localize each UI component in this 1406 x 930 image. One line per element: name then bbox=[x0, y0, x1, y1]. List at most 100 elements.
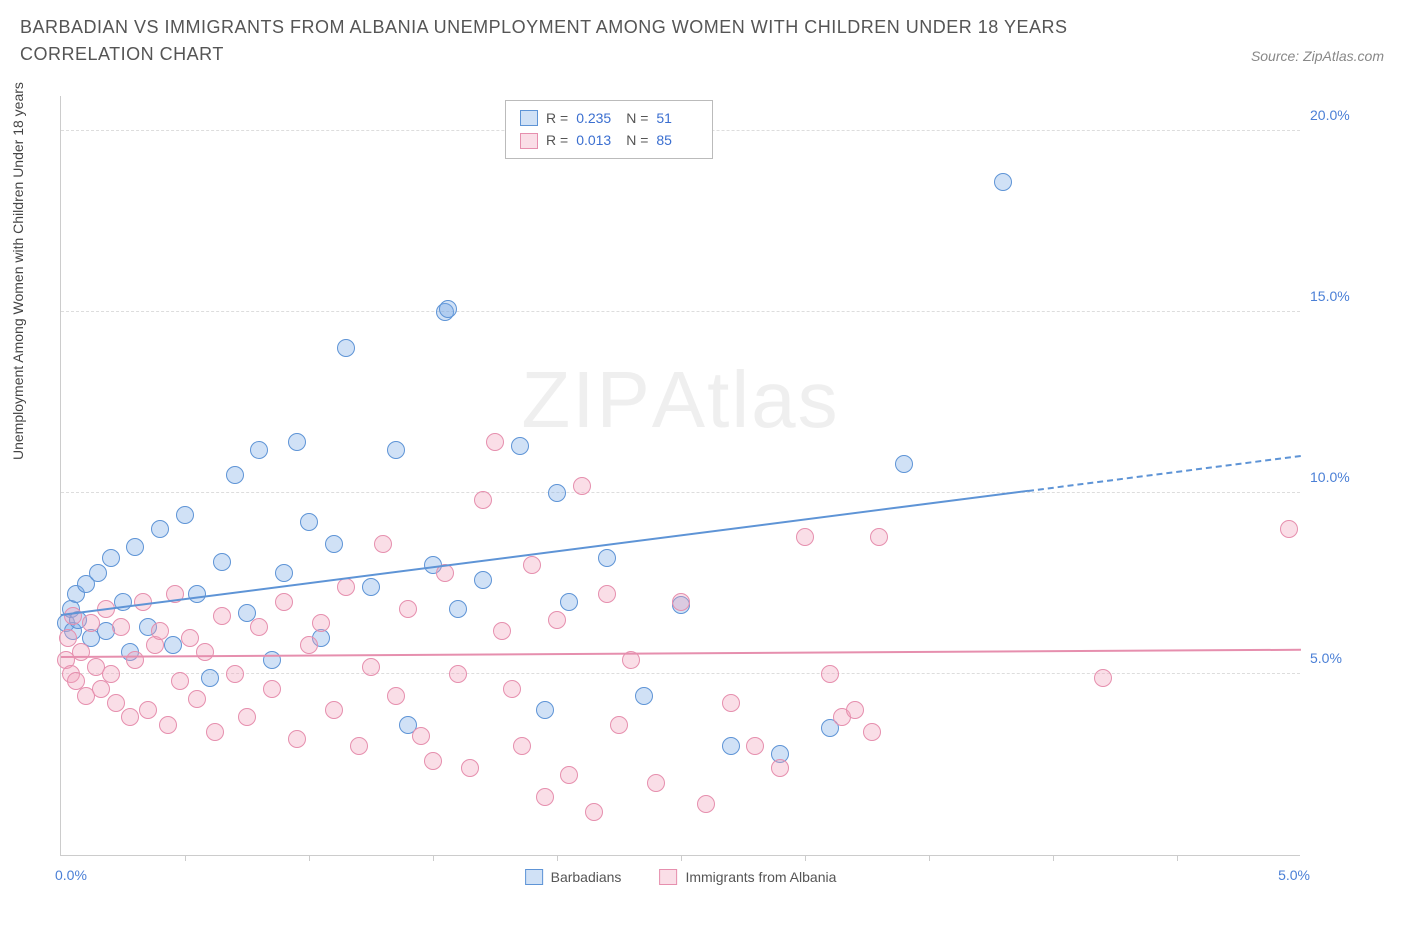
y-tick-label: 5.0% bbox=[1310, 650, 1360, 666]
data-point-barbadians bbox=[89, 564, 107, 582]
stats-row-albania: R = 0.013 N = 85 bbox=[520, 129, 698, 151]
stats-n-value-barbadians: 51 bbox=[656, 107, 698, 129]
gridline bbox=[61, 492, 1300, 493]
data-point-albania bbox=[503, 680, 521, 698]
data-point-albania bbox=[300, 636, 318, 654]
data-point-albania bbox=[870, 528, 888, 546]
data-point-barbadians bbox=[126, 538, 144, 556]
y-tick-label: 20.0% bbox=[1310, 107, 1360, 123]
data-point-albania bbox=[181, 629, 199, 647]
data-point-albania bbox=[486, 433, 504, 451]
y-axis-label: Unemployment Among Women with Children U… bbox=[10, 82, 26, 460]
data-point-barbadians bbox=[275, 564, 293, 582]
data-point-albania bbox=[672, 593, 690, 611]
data-point-barbadians bbox=[722, 737, 740, 755]
data-point-albania bbox=[536, 788, 554, 806]
data-point-albania bbox=[226, 665, 244, 683]
data-point-albania bbox=[139, 701, 157, 719]
data-point-barbadians bbox=[449, 600, 467, 618]
data-point-barbadians bbox=[102, 549, 120, 567]
data-point-albania bbox=[374, 535, 392, 553]
trend-line-barbadians-dash bbox=[1028, 455, 1301, 492]
data-point-albania bbox=[121, 708, 139, 726]
data-point-albania bbox=[171, 672, 189, 690]
data-point-albania bbox=[449, 665, 467, 683]
data-point-albania bbox=[238, 708, 256, 726]
data-point-albania bbox=[821, 665, 839, 683]
data-point-albania bbox=[82, 614, 100, 632]
legend-label-barbadians: Barbadians bbox=[551, 869, 622, 885]
data-point-barbadians bbox=[635, 687, 653, 705]
stats-swatch-albania bbox=[520, 133, 538, 149]
data-point-barbadians bbox=[288, 433, 306, 451]
data-point-albania bbox=[126, 651, 144, 669]
data-point-barbadians bbox=[548, 484, 566, 502]
stats-box: R = 0.235 N = 51 R = 0.013 N = 85 bbox=[505, 100, 713, 159]
data-point-albania bbox=[598, 585, 616, 603]
trend-line-albania bbox=[61, 649, 1301, 658]
data-point-barbadians bbox=[300, 513, 318, 531]
data-point-albania bbox=[1094, 669, 1112, 687]
data-point-albania bbox=[474, 491, 492, 509]
data-point-albania bbox=[387, 687, 405, 705]
data-point-albania bbox=[312, 614, 330, 632]
legend: Barbadians Immigrants from Albania bbox=[525, 869, 837, 885]
data-point-albania bbox=[102, 665, 120, 683]
data-point-albania bbox=[263, 680, 281, 698]
data-point-albania bbox=[610, 716, 628, 734]
data-point-barbadians bbox=[474, 571, 492, 589]
source-label: Source: ZipAtlas.com bbox=[1251, 48, 1384, 64]
data-point-albania bbox=[325, 701, 343, 719]
stats-r-label: R = bbox=[546, 107, 568, 129]
chart-title: BARBADIAN VS IMMIGRANTS FROM ALBANIA UNE… bbox=[20, 14, 1120, 68]
data-point-albania bbox=[362, 658, 380, 676]
x-tick bbox=[557, 855, 558, 861]
data-point-barbadians bbox=[387, 441, 405, 459]
data-point-albania bbox=[513, 737, 531, 755]
data-point-albania bbox=[350, 737, 368, 755]
data-point-albania bbox=[746, 737, 764, 755]
x-axis-max-label: 5.0% bbox=[1278, 867, 1310, 883]
data-point-albania bbox=[461, 759, 479, 777]
y-tick-label: 10.0% bbox=[1310, 469, 1360, 485]
data-point-barbadians bbox=[250, 441, 268, 459]
data-point-albania bbox=[151, 622, 169, 640]
y-tick-label: 15.0% bbox=[1310, 288, 1360, 304]
data-point-barbadians bbox=[151, 520, 169, 538]
data-point-albania bbox=[188, 690, 206, 708]
stats-r-value-albania: 0.013 bbox=[576, 129, 618, 151]
data-point-albania bbox=[573, 477, 591, 495]
data-point-barbadians bbox=[337, 339, 355, 357]
legend-swatch-barbadians bbox=[525, 869, 543, 885]
data-point-albania bbox=[412, 727, 430, 745]
data-point-barbadians bbox=[560, 593, 578, 611]
gridline bbox=[61, 673, 1300, 674]
data-point-albania bbox=[796, 528, 814, 546]
data-point-barbadians bbox=[213, 553, 231, 571]
data-point-albania bbox=[771, 759, 789, 777]
data-point-albania bbox=[213, 607, 231, 625]
watermark-thin: Atlas bbox=[652, 355, 840, 444]
data-point-barbadians bbox=[188, 585, 206, 603]
data-point-albania bbox=[560, 766, 578, 784]
x-tick bbox=[1053, 855, 1054, 861]
data-point-albania bbox=[107, 694, 125, 712]
data-point-albania bbox=[523, 556, 541, 574]
stats-r-label: R = bbox=[546, 129, 568, 151]
stats-row-barbadians: R = 0.235 N = 51 bbox=[520, 107, 698, 129]
trend-line-barbadians bbox=[61, 490, 1028, 616]
x-tick bbox=[929, 855, 930, 861]
data-point-barbadians bbox=[325, 535, 343, 553]
data-point-barbadians bbox=[263, 651, 281, 669]
data-point-albania bbox=[196, 643, 214, 661]
data-point-barbadians bbox=[536, 701, 554, 719]
legend-item-albania: Immigrants from Albania bbox=[659, 869, 836, 885]
stats-r-value-barbadians: 0.235 bbox=[576, 107, 618, 129]
data-point-albania bbox=[1280, 520, 1298, 538]
gridline bbox=[61, 311, 1300, 312]
data-point-albania bbox=[337, 578, 355, 596]
data-point-barbadians bbox=[226, 466, 244, 484]
legend-swatch-albania bbox=[659, 869, 677, 885]
watermark-bold: ZIP bbox=[521, 355, 651, 444]
data-point-albania bbox=[424, 752, 442, 770]
